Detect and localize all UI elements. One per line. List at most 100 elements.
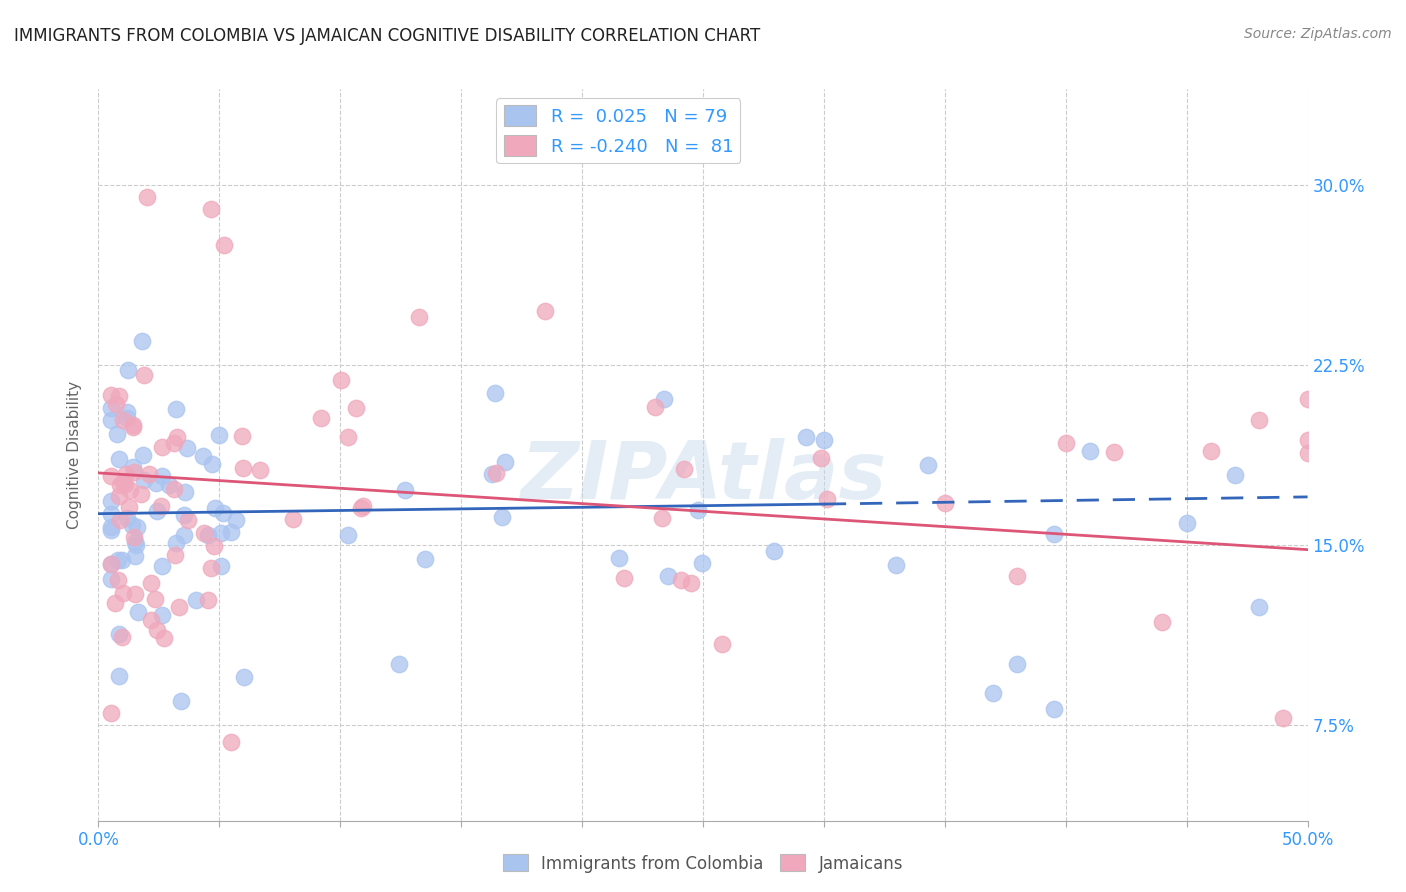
Point: [644, 400, 666, 414]
Point: [710, 637, 733, 651]
Point: [1296, 392, 1319, 407]
Point: [485, 466, 508, 480]
Point: [111, 475, 134, 490]
Point: [1272, 710, 1295, 724]
Point: [1078, 444, 1101, 458]
Point: [491, 510, 513, 524]
Legend: Immigrants from Colombia, Jamaicans: Immigrants from Colombia, Jamaicans: [496, 847, 910, 880]
Point: [122, 530, 145, 544]
Point: [173, 508, 195, 522]
Point: [100, 524, 122, 538]
Point: [145, 476, 167, 491]
Point: [413, 552, 436, 566]
Point: [1042, 527, 1064, 541]
Point: [118, 483, 141, 497]
Point: [352, 499, 374, 513]
Point: [204, 501, 226, 516]
Point: [100, 413, 122, 427]
Point: [150, 469, 173, 483]
Point: [157, 477, 180, 491]
Point: [112, 586, 135, 600]
Point: [484, 386, 506, 401]
Point: [132, 473, 155, 487]
Point: [337, 430, 360, 444]
Point: [212, 238, 235, 252]
Point: [408, 310, 430, 324]
Point: [112, 413, 135, 427]
Point: [534, 304, 557, 318]
Point: [186, 593, 208, 607]
Point: [329, 373, 352, 387]
Point: [1296, 446, 1319, 460]
Point: [122, 420, 145, 434]
Point: [146, 623, 169, 637]
Point: [197, 527, 219, 541]
Point: [100, 469, 122, 483]
Point: [115, 411, 138, 425]
Point: [233, 670, 256, 684]
Point: [150, 440, 173, 454]
Point: [394, 483, 416, 497]
Point: [170, 694, 193, 708]
Point: [1223, 468, 1246, 483]
Point: [117, 405, 139, 419]
Point: [100, 388, 122, 402]
Point: [153, 631, 176, 645]
Point: [111, 553, 134, 567]
Point: [669, 574, 692, 588]
Point: [163, 435, 186, 450]
Point: [191, 449, 214, 463]
Point: [1249, 412, 1271, 426]
Point: [124, 549, 146, 563]
Point: [108, 513, 131, 527]
Point: [344, 401, 367, 415]
Point: [163, 548, 186, 562]
Point: [107, 574, 129, 588]
Point: [139, 613, 162, 627]
Point: [100, 520, 122, 534]
Y-axis label: Cognitive Disability: Cognitive Disability: [67, 381, 83, 529]
Point: [337, 528, 360, 542]
Point: [651, 511, 673, 525]
Point: [124, 587, 146, 601]
Point: [111, 630, 134, 644]
Point: [174, 485, 197, 500]
Point: [131, 448, 153, 462]
Legend: R =  0.025   N = 79, R = -0.240   N =  81: R = 0.025 N = 79, R = -0.240 N = 81: [496, 98, 741, 163]
Point: [108, 477, 131, 491]
Point: [1249, 600, 1271, 615]
Point: [981, 686, 1004, 700]
Point: [177, 513, 200, 527]
Point: [143, 591, 166, 606]
Point: [104, 397, 127, 411]
Point: [200, 202, 222, 216]
Point: [165, 402, 187, 417]
Point: [688, 503, 710, 517]
Point: [122, 459, 145, 474]
Point: [107, 627, 129, 641]
Point: [249, 463, 271, 477]
Point: [1054, 436, 1077, 450]
Point: [100, 508, 122, 522]
Point: [886, 558, 908, 572]
Point: [107, 553, 129, 567]
Text: Source: ZipAtlas.com: Source: ZipAtlas.com: [1244, 27, 1392, 41]
Point: [108, 452, 131, 467]
Point: [139, 576, 162, 591]
Point: [209, 525, 232, 540]
Point: [225, 513, 247, 527]
Point: [173, 528, 195, 542]
Point: [166, 430, 188, 444]
Point: [100, 401, 122, 416]
Point: [794, 430, 817, 444]
Point: [149, 500, 172, 514]
Point: [209, 558, 232, 573]
Point: [309, 411, 332, 425]
Point: [232, 460, 254, 475]
Point: [197, 593, 219, 607]
Point: [138, 467, 160, 481]
Point: [100, 558, 122, 572]
Point: [100, 494, 122, 508]
Point: [136, 190, 159, 204]
Point: [202, 539, 225, 553]
